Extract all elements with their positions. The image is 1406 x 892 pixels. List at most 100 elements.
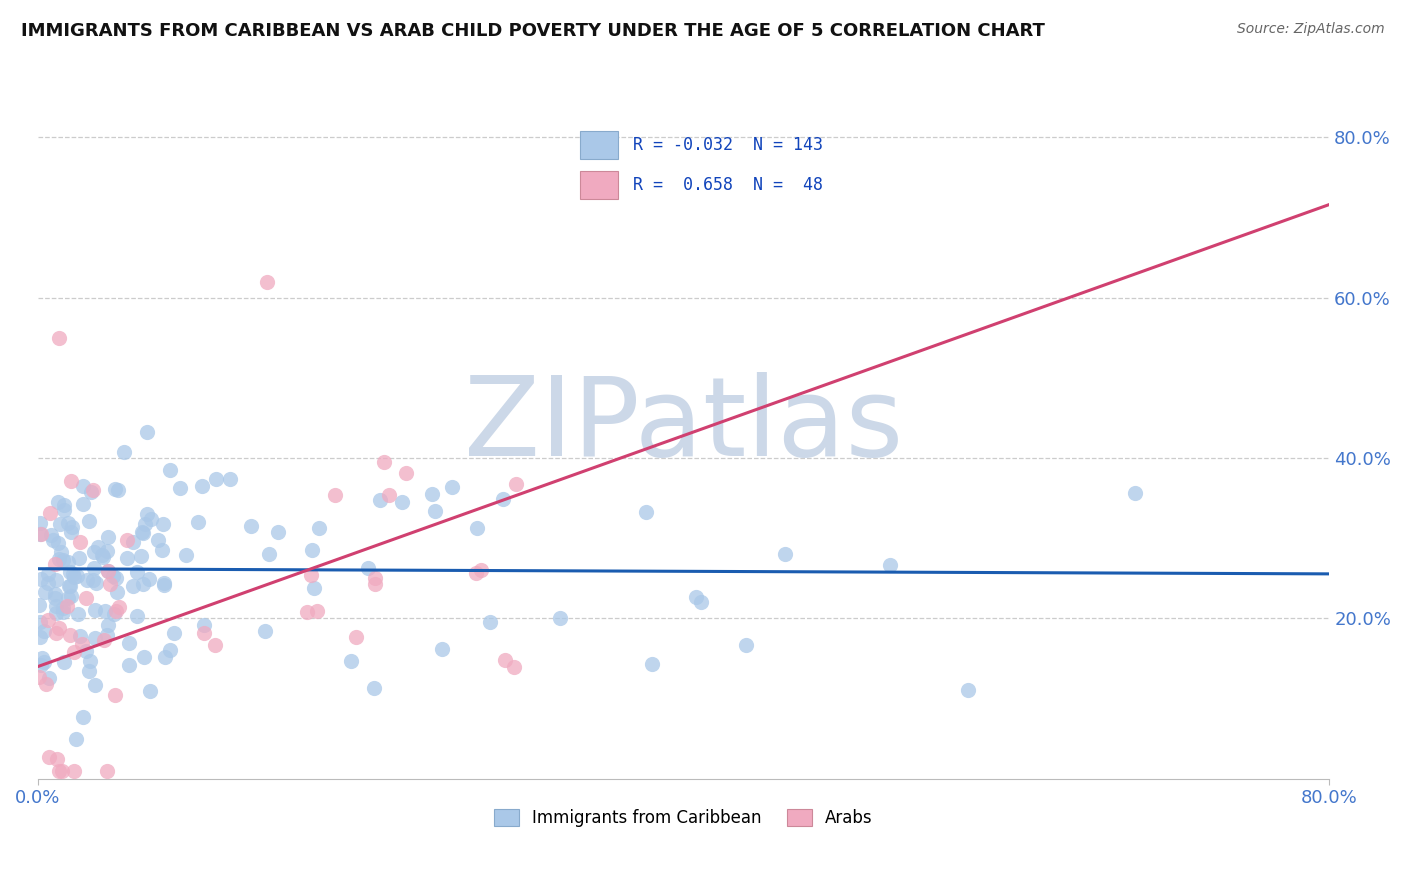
Point [97,564,120,578]
Point [391,495,413,509]
Point [87,540,110,554]
Point [60,524,83,539]
Point [51,764,73,778]
Point [364,576,387,591]
Point [98,577,121,591]
Point [52,605,75,619]
Point [59,589,82,603]
Point [364,571,387,585]
Point [48,764,70,778]
Point [35,677,58,691]
Point [28,630,51,644]
Point [52,553,75,567]
Point [108,599,131,614]
Point [299,568,322,582]
Point [105,585,128,599]
Point [44,587,66,601]
Point [82,573,104,587]
Text: Source: ZipAtlas.com: Source: ZipAtlas.com [1237,22,1385,37]
Point [104,482,127,496]
Point [79,654,101,668]
Point [134,517,156,532]
Point [174,548,197,562]
Point [65,732,87,747]
Text: IMMIGRANTS FROM CARIBBEAN VS ARAB CHILD POVERTY UNDER THE AGE OF 5 CORRELATION C: IMMIGRANTS FROM CARIBBEAN VS ARAB CHILD … [21,22,1045,40]
Point [38,671,60,685]
Point [505,477,527,491]
Point [48,621,70,635]
Point [301,543,323,558]
Point [773,547,796,561]
Point [132,525,155,540]
Point [153,578,176,592]
Point [77,664,100,678]
Point [52,600,75,615]
Point [58,591,80,605]
Point [76,573,98,587]
Point [136,507,159,521]
Point [879,558,901,572]
Point [75,591,97,606]
Point [38,750,60,764]
Point [83,545,105,559]
Point [103,607,125,621]
Point [30,527,52,541]
Point [28,615,51,629]
Text: R = -0.032  N = 143: R = -0.032 N = 143 [633,136,823,154]
Point [205,472,228,486]
Point [134,649,156,664]
Point [60,520,83,534]
Point [34,584,56,599]
Point [690,594,713,608]
Point [204,638,226,652]
Point [42,533,65,547]
Point [187,515,209,529]
Point [75,644,97,658]
Point [422,487,444,501]
Point [304,582,326,596]
Point [148,533,170,548]
Point [218,472,240,486]
Point [49,516,72,531]
Point [45,752,67,766]
Point [84,678,107,692]
Point [56,555,79,569]
Point [59,565,82,579]
Point [82,483,104,498]
Point [97,565,120,579]
Point [127,565,149,579]
Point [548,610,571,624]
Point [169,481,191,495]
Point [377,488,399,502]
Point [307,604,329,618]
Point [32,655,55,669]
Point [62,566,84,581]
Point [62,570,84,584]
Point [49,544,72,558]
Point [395,467,418,481]
Point [118,658,141,673]
Point [45,626,67,640]
Point [72,709,94,723]
Point [131,524,153,539]
Point [254,624,277,639]
Point [48,331,70,345]
Point [96,764,118,778]
Legend: Immigrants from Caribbean, Arabs: Immigrants from Caribbean, Arabs [488,803,880,834]
Point [138,573,160,587]
Point [339,654,361,668]
Point [370,493,392,508]
Point [478,615,501,629]
Point [72,479,94,493]
Point [152,517,174,532]
Point [69,535,91,549]
Point [37,567,59,582]
Text: ZIPatlas: ZIPatlas [464,373,903,479]
Point [48,551,70,566]
Point [84,631,107,645]
Point [70,637,93,651]
Point [94,604,117,618]
Point [502,660,524,674]
Point [37,613,59,627]
Point [104,689,127,703]
